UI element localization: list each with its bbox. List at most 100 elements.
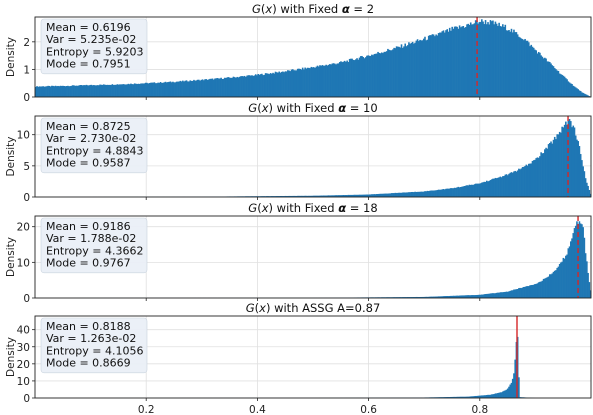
histogram-bar bbox=[420, 296, 423, 298]
histogram-bar bbox=[188, 81, 190, 97]
histogram-bar bbox=[372, 194, 374, 197]
histogram-bar bbox=[308, 195, 310, 197]
histogram-bar bbox=[472, 24, 474, 97]
histogram-bar bbox=[523, 40, 525, 97]
stats-box bbox=[40, 117, 148, 174]
histogram-bar bbox=[378, 52, 381, 97]
histogram-bar bbox=[453, 26, 456, 97]
histogram-bar bbox=[430, 296, 432, 298]
histogram-bar bbox=[329, 195, 331, 197]
histogram-bar bbox=[317, 195, 320, 197]
histogram-bar bbox=[511, 32, 514, 97]
histogram-bar bbox=[384, 193, 387, 197]
histogram-bar bbox=[256, 75, 258, 97]
histogram-bar bbox=[235, 77, 237, 97]
histogram-bar bbox=[316, 195, 319, 197]
histogram-bar bbox=[439, 189, 441, 197]
histogram-bar bbox=[123, 84, 126, 97]
histogram-bar bbox=[524, 166, 526, 197]
histogram-bar bbox=[184, 80, 187, 97]
histogram-bar bbox=[343, 60, 346, 97]
histogram-bar bbox=[415, 296, 418, 298]
histogram-bar bbox=[110, 84, 112, 97]
stats-line: Var = 1.263e-02 bbox=[46, 332, 136, 345]
histogram-bar bbox=[455, 295, 457, 298]
histogram-bar bbox=[337, 63, 340, 97]
histogram-bar bbox=[400, 44, 403, 97]
histogram-bar bbox=[326, 65, 329, 97]
histogram-bar bbox=[494, 21, 497, 97]
histogram-bar bbox=[130, 83, 132, 97]
histogram-bar bbox=[445, 30, 447, 98]
histogram-bar bbox=[509, 290, 512, 298]
histogram-bar bbox=[382, 53, 384, 97]
histogram-bar bbox=[481, 182, 483, 197]
histogram-bar bbox=[464, 396, 467, 398]
histogram-bar bbox=[43, 86, 46, 97]
histogram-bar bbox=[248, 75, 251, 97]
histogram-bar bbox=[425, 191, 428, 197]
histogram-bar bbox=[101, 84, 104, 97]
histogram-bar bbox=[140, 83, 142, 97]
histogram-bar bbox=[471, 295, 473, 298]
histogram-bar bbox=[303, 195, 305, 197]
histogram-bar bbox=[514, 359, 516, 398]
histogram-bar bbox=[520, 288, 523, 298]
histogram-bar bbox=[258, 74, 261, 97]
stats-line: Entropy = 4.8843 bbox=[46, 144, 143, 157]
histogram-bar bbox=[555, 139, 557, 197]
histogram-bar bbox=[457, 186, 460, 197]
histogram-bar bbox=[473, 23, 476, 97]
histogram-bar bbox=[492, 178, 494, 197]
histogram-bar bbox=[510, 28, 513, 98]
histogram-bar bbox=[175, 81, 178, 97]
histogram-bar bbox=[514, 289, 516, 298]
histogram-bar bbox=[383, 193, 386, 197]
histogram-bar bbox=[494, 393, 497, 398]
histogram-bar bbox=[355, 194, 357, 197]
histogram-bar bbox=[380, 193, 383, 197]
histogram-bar bbox=[361, 55, 363, 97]
histogram-bar bbox=[469, 22, 472, 97]
histogram-bar bbox=[466, 295, 468, 298]
histogram-bar bbox=[392, 193, 394, 197]
histogram-bar bbox=[578, 90, 581, 97]
histogram-bar bbox=[200, 79, 203, 97]
histogram-bar bbox=[539, 156, 541, 197]
histogram-bar bbox=[152, 82, 154, 97]
histogram-bar bbox=[571, 238, 573, 298]
histogram-bar bbox=[450, 396, 452, 398]
histogram-bar bbox=[504, 24, 507, 97]
histogram-bar bbox=[518, 168, 520, 197]
histogram-bar bbox=[460, 396, 462, 398]
histogram-bar bbox=[429, 190, 431, 197]
histogram-bar bbox=[287, 70, 289, 97]
panel-title: G(x) with Fixed α = 2 bbox=[252, 2, 374, 16]
histogram-bar bbox=[121, 84, 124, 97]
histogram-bar bbox=[125, 84, 127, 97]
histogram-bar bbox=[128, 84, 131, 97]
histogram-bar bbox=[518, 288, 520, 298]
histogram-bar bbox=[414, 191, 416, 197]
histogram-bar bbox=[217, 78, 220, 97]
histogram-bar bbox=[316, 65, 319, 97]
histogram-bar bbox=[65, 86, 68, 97]
histogram-bar bbox=[74, 85, 77, 97]
histogram-bar bbox=[114, 84, 116, 97]
histogram-bar bbox=[216, 78, 219, 97]
histogram-bar bbox=[309, 195, 311, 197]
histogram-bar bbox=[359, 56, 362, 97]
histogram-bar bbox=[584, 94, 587, 97]
y-tick-label: 10 bbox=[17, 257, 30, 269]
histogram-bar bbox=[403, 297, 405, 298]
histogram-bar bbox=[578, 221, 581, 298]
histogram-bar bbox=[95, 85, 98, 97]
histogram-bar bbox=[421, 191, 424, 197]
histogram-bar bbox=[455, 396, 457, 398]
histogram-bar bbox=[472, 295, 474, 298]
histogram-bar bbox=[89, 84, 91, 97]
histogram-bar bbox=[320, 65, 322, 97]
histogram-bar bbox=[537, 282, 540, 298]
histogram-bar bbox=[388, 49, 390, 97]
histogram-bar bbox=[368, 55, 371, 97]
